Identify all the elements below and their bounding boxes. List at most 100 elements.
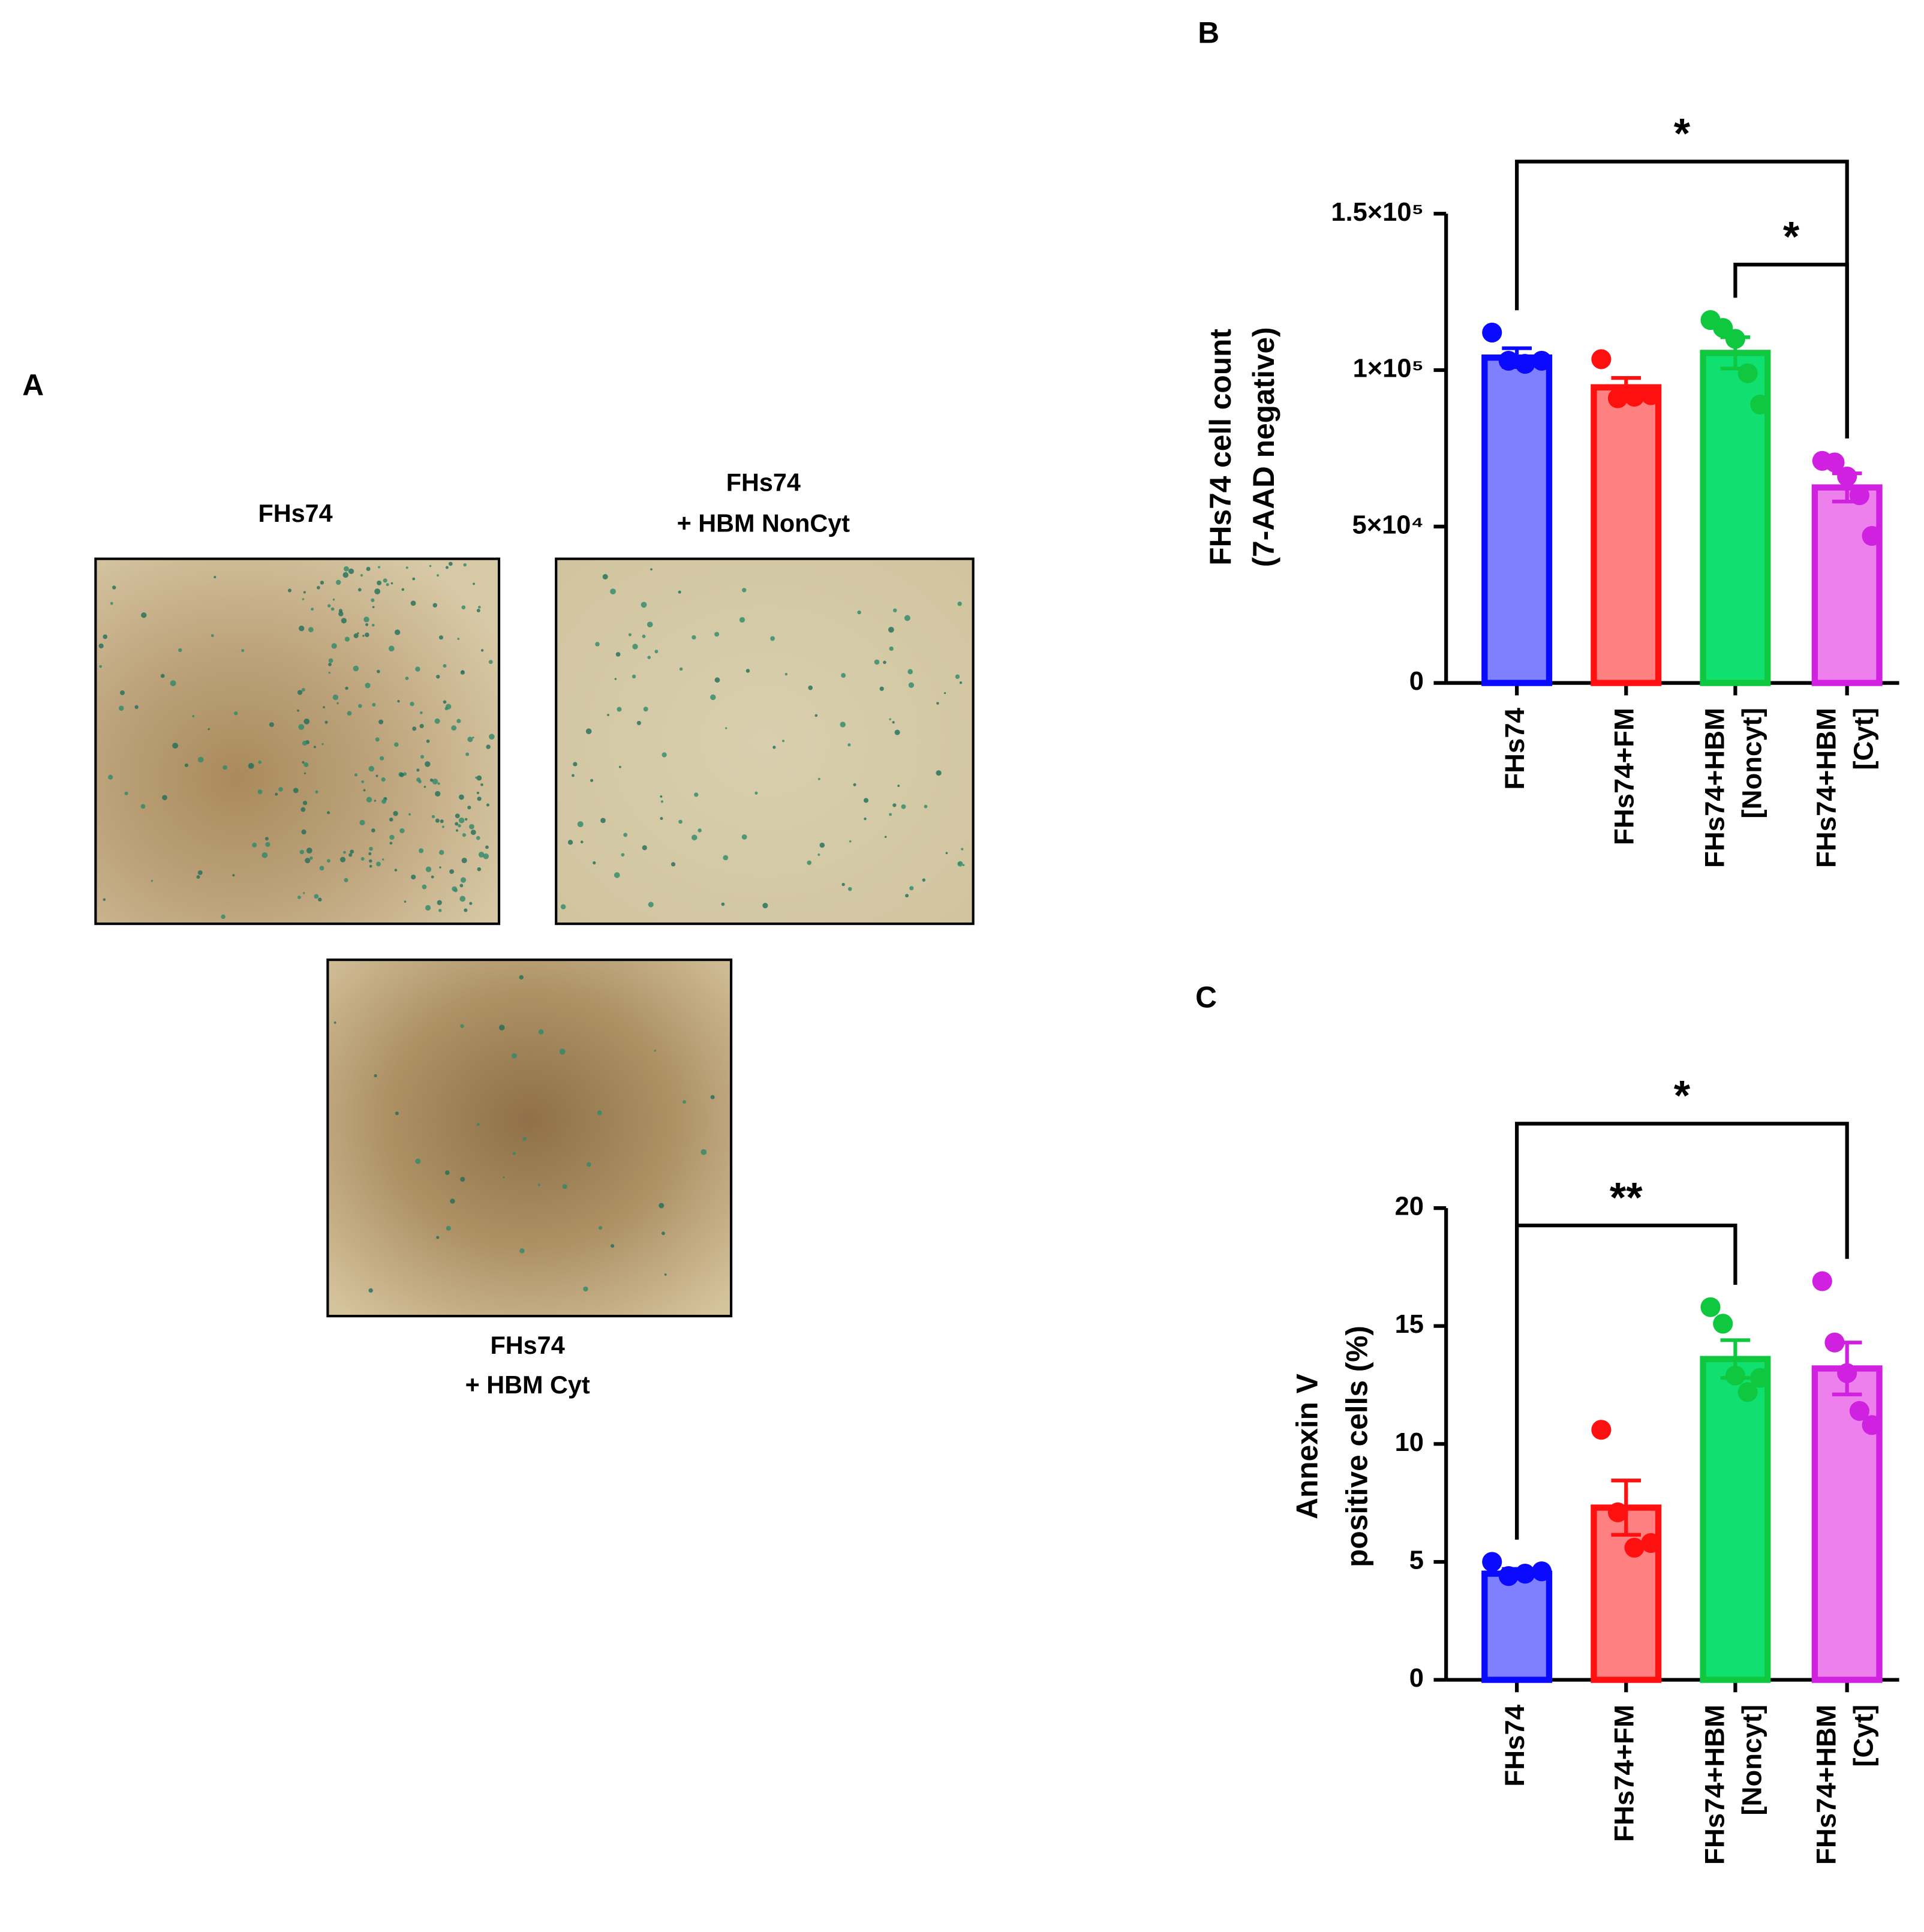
stain-dot	[678, 590, 681, 594]
stain-dot	[469, 824, 474, 830]
stain-dot	[659, 1203, 665, 1209]
stain-dot	[590, 779, 594, 782]
stain-dot	[889, 813, 892, 816]
stain-dot	[538, 1029, 544, 1035]
stain-dot	[583, 1286, 588, 1292]
stain-dot	[840, 722, 846, 728]
stain-dot	[319, 866, 324, 871]
stain-dot	[410, 701, 414, 707]
stain-dot	[348, 568, 354, 574]
stain-dot	[623, 833, 628, 837]
stain-dot	[287, 588, 292, 593]
stain-dot	[302, 761, 305, 764]
data-point	[1837, 1363, 1857, 1383]
stain-dot	[453, 888, 458, 893]
stain-dot	[299, 849, 305, 855]
stain-dot	[580, 840, 584, 844]
stain-dot	[360, 857, 365, 861]
stain-dot	[320, 581, 324, 585]
stain-dot	[192, 715, 195, 717]
stain-dot	[399, 828, 405, 834]
stain-dot	[567, 840, 573, 845]
panel-label: C	[1195, 981, 1217, 1014]
stain-dot	[721, 902, 725, 906]
stain-dot	[611, 1244, 615, 1248]
stain-dot	[374, 1074, 377, 1077]
stain-dot	[419, 723, 424, 729]
stain-dot	[389, 834, 395, 840]
stain-dot	[595, 642, 600, 647]
image-caption: + HBM NonCyt	[677, 510, 850, 537]
stain-dot	[459, 884, 464, 888]
stain-dot	[324, 720, 328, 724]
stain-dot	[817, 777, 820, 780]
stain-dot	[302, 801, 308, 806]
data-point	[1531, 1561, 1552, 1582]
stain-dot	[342, 851, 346, 854]
stain-dot	[593, 861, 596, 865]
stain-dot	[439, 866, 441, 869]
stain-dot	[371, 598, 375, 602]
stain-dot	[901, 804, 906, 809]
data-point	[1849, 485, 1869, 506]
stain-dot	[455, 813, 460, 819]
stain-dot	[599, 1225, 603, 1230]
stain-dot	[438, 635, 443, 640]
stain-dot	[458, 794, 464, 800]
stain-dot	[425, 866, 432, 873]
data-point	[1824, 1332, 1845, 1353]
stain-dot	[857, 610, 861, 615]
stain-dot	[436, 1236, 440, 1239]
stain-dot	[305, 858, 311, 864]
stain-dot	[462, 833, 467, 837]
stain-dot	[330, 607, 335, 611]
stain-dot	[894, 729, 900, 735]
data-point	[1837, 466, 1857, 486]
stain-dot	[366, 797, 372, 803]
y-tick-label: 5	[1409, 1546, 1424, 1575]
stain-dot	[480, 649, 484, 652]
y-tick-label: 10	[1395, 1428, 1424, 1457]
bar	[1811, 484, 1883, 686]
stain-dot	[477, 867, 482, 872]
stain-dot	[360, 573, 363, 577]
micrograph	[326, 959, 733, 1318]
stain-dot	[151, 879, 154, 882]
stain-dot	[662, 752, 667, 758]
stain-dot	[431, 815, 435, 819]
stain-dot	[248, 763, 254, 769]
y-tick-label: 1.5×10⁵	[1331, 198, 1424, 227]
stain-dot	[472, 736, 474, 739]
stain-dot	[958, 862, 961, 866]
stain-dot	[586, 1162, 591, 1167]
stain-dot	[221, 914, 226, 920]
stain-dot	[232, 874, 235, 877]
stain-dot	[357, 632, 359, 635]
stain-dot	[363, 617, 369, 623]
stain-dot	[849, 840, 852, 843]
data-point	[1824, 452, 1845, 473]
stain-dot	[425, 905, 431, 911]
stain-dot	[357, 588, 362, 592]
stain-dot	[394, 629, 401, 635]
stain-dot	[103, 898, 106, 902]
stain-dot	[341, 618, 347, 624]
stain-dot	[278, 787, 283, 792]
data-point	[1750, 394, 1770, 414]
stain-dot	[376, 669, 380, 674]
panel-label: A	[22, 368, 44, 402]
stain-dot	[435, 791, 441, 797]
image-caption: + HBM Cyt	[465, 1371, 590, 1399]
stain-dot	[293, 788, 299, 794]
stain-dot	[959, 681, 963, 684]
stain-dot	[347, 711, 352, 716]
stain-dot	[943, 692, 946, 695]
stain-dot	[380, 756, 384, 761]
stain-dot	[429, 564, 432, 567]
stain-dot	[415, 1158, 421, 1164]
stain-dot	[458, 818, 465, 824]
stain-dot	[408, 813, 411, 816]
stain-dot	[443, 664, 447, 668]
stain-dot	[208, 728, 210, 731]
